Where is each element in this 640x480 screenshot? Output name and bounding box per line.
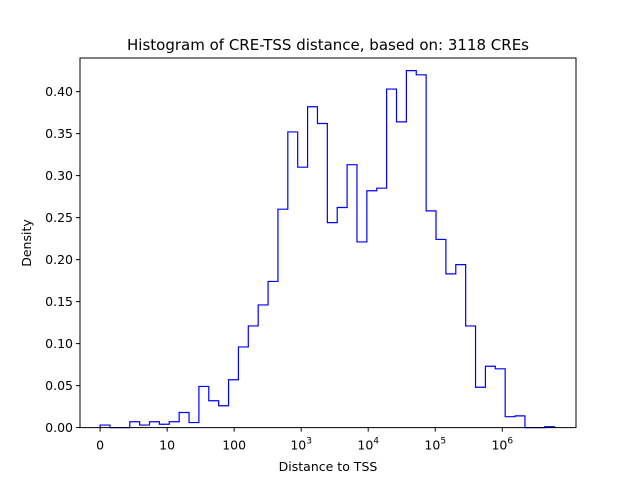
y-tick-label: 0.35 bbox=[45, 126, 73, 141]
x-tick-label: 100 bbox=[222, 438, 246, 453]
y-tick-label: 0.05 bbox=[45, 378, 73, 393]
y-tick-label: 0.10 bbox=[45, 336, 73, 351]
y-tick-label: 0.00 bbox=[45, 420, 73, 435]
x-tick-label: 0 bbox=[96, 438, 104, 453]
x-tick-exponent: 4 bbox=[373, 437, 379, 447]
histogram-step-line bbox=[99, 70, 556, 429]
chart-title: Histogram of CRE-TSS distance, based on:… bbox=[127, 36, 529, 54]
plot-area bbox=[79, 57, 577, 429]
x-tick-exponent: 6 bbox=[507, 437, 513, 447]
x-axis-ticks: 0 10 100 103 104 105 106 bbox=[96, 427, 513, 453]
x-tick-label: 105 bbox=[424, 437, 446, 453]
x-tick-label: 106 bbox=[491, 437, 513, 453]
x-tick-label: 104 bbox=[357, 437, 379, 453]
y-tick-label: 0.15 bbox=[45, 294, 73, 309]
x-tick-label: 103 bbox=[290, 437, 312, 453]
y-tick-label: 0.20 bbox=[45, 252, 73, 267]
axes-frame bbox=[79, 57, 577, 429]
x-axis-label: Distance to TSS bbox=[279, 459, 378, 474]
x-tick-exponent: 5 bbox=[440, 437, 446, 447]
x-tick-exponent: 3 bbox=[306, 437, 312, 447]
y-tick-label: 0.30 bbox=[45, 168, 73, 183]
y-tick-label: 0.25 bbox=[45, 210, 73, 225]
y-axis-ticks: 0.00 0.05 0.10 0.15 0.20 0.25 0.30 0.35 0.40 bbox=[45, 84, 80, 435]
y-axis-label: Density bbox=[19, 219, 34, 267]
y-tick-label: 0.40 bbox=[45, 84, 73, 99]
x-tick-label: 10 bbox=[159, 438, 175, 453]
